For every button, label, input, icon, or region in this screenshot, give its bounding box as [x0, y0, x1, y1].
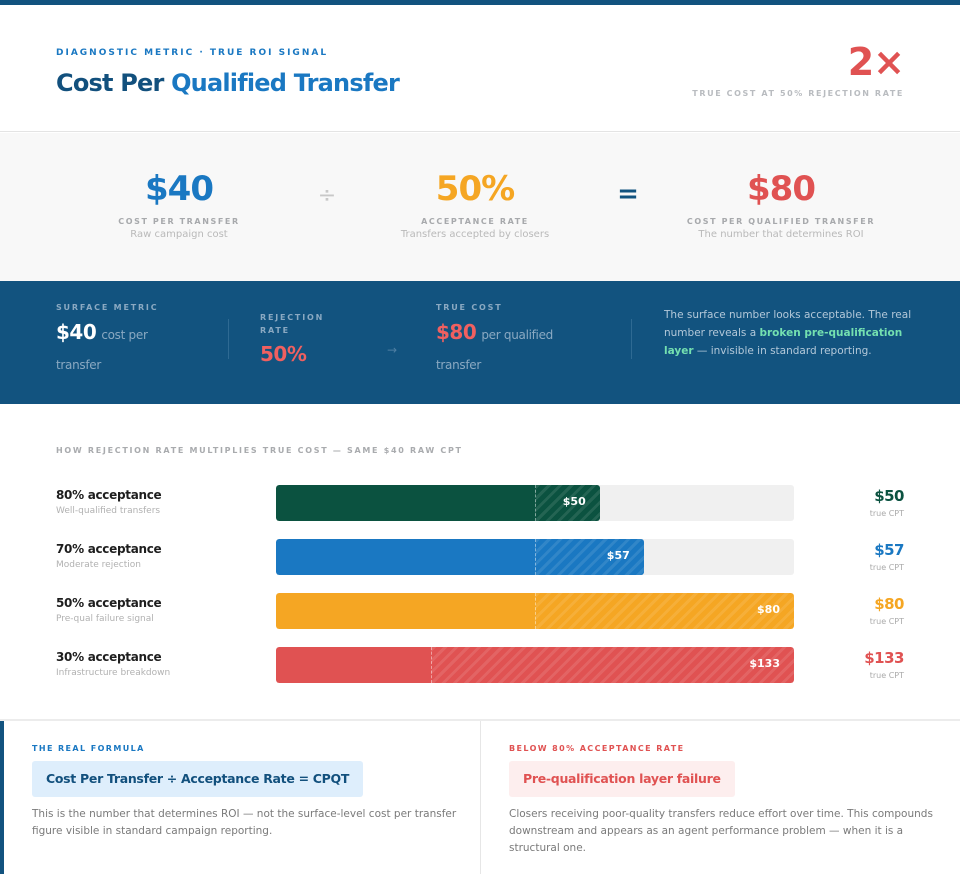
- failure-card-box: Pre-qualification layer failure: [509, 761, 735, 797]
- row-sub: Infrastructure breakdown: [56, 668, 171, 678]
- failure-card: BELOW 80% ACCEPTANCE RATE Pre-qualificat…: [480, 721, 960, 874]
- true-cost-value: $80: [436, 320, 477, 344]
- formula-result: $80 COST PER QUALIFIED TRANSFER The numb…: [661, 167, 901, 240]
- summary-cards: THE REAL FORMULA Cost Per Transfer ÷ Acc…: [0, 719, 960, 874]
- true-cost-label: TRUE COST: [436, 303, 503, 312]
- true-cpt-value: $80: [874, 595, 904, 613]
- cpqt-value: $80: [747, 169, 816, 209]
- formula-card-box: Cost Per Transfer ÷ Acceptance Rate = CP…: [32, 761, 364, 797]
- bar-value-label: $133: [749, 657, 780, 670]
- arrow-right-icon: →: [387, 343, 398, 357]
- eyebrow-label: DIAGNOSTIC METRIC · TRUE ROI SIGNAL: [56, 48, 329, 58]
- multiplier-value: 2×: [847, 40, 905, 84]
- comparison-band: SURFACE METRIC $40 cost per transfer REJ…: [0, 281, 960, 404]
- title-part-1: Cost Per: [56, 69, 172, 97]
- row-sub: Well-qualified transfers: [56, 506, 161, 516]
- page-title: Cost Per Qualified Transfer: [56, 69, 400, 97]
- title-part-2: Qualified Transfer: [171, 69, 400, 97]
- chart-row: 80% acceptance Well-qualified transfers …: [0, 485, 960, 521]
- divide-icon: ÷: [317, 183, 337, 208]
- note-text: The surface number looks acceptable. The…: [664, 309, 912, 339]
- rejection-value: 50%: [260, 342, 307, 366]
- divider: [631, 319, 632, 359]
- chart-row: 30% acceptance Infrastructure breakdown …: [0, 647, 960, 683]
- rejection-rate: REJECTION RATE 50%: [260, 311, 324, 366]
- chart-row: 50% acceptance Pre-qual failure signal $…: [0, 593, 960, 629]
- note-highlight: broken pre-qualification layer: [664, 327, 903, 357]
- surface-unit-cont: transfer: [56, 358, 101, 372]
- true-cpt-label: true CPT: [869, 509, 904, 518]
- row-sub: Pre-qual failure signal: [56, 614, 154, 624]
- row-label: 80% acceptance: [56, 488, 162, 502]
- true-cpt-label: true CPT: [869, 671, 904, 680]
- note-text: — invisible in standard reporting.: [693, 345, 872, 357]
- cpt-sub: Raw campaign cost: [130, 229, 228, 240]
- row-label: 30% acceptance: [56, 650, 162, 664]
- cpqt-sub: The number that determines ROI: [698, 229, 864, 240]
- formula-operand-cpt: $40 COST PER TRANSFER Raw campaign cost: [59, 167, 299, 240]
- bar-fill: $133: [276, 647, 794, 683]
- acceptance-sub: Transfers accepted by closers: [400, 229, 550, 240]
- divider: [228, 319, 229, 359]
- true-cost: TRUE COST $80 per qualified transfer: [436, 301, 553, 372]
- bar-track: $50: [276, 485, 794, 521]
- bar-value-label: $57: [606, 549, 630, 562]
- bar-track: $133: [276, 647, 794, 683]
- bar-excess-stripe: [535, 485, 600, 521]
- true-cpt-value: $57: [874, 541, 904, 559]
- acceptance-value: 50%: [435, 169, 515, 209]
- top-accent-bar: [0, 0, 960, 5]
- true-cpt-label: true CPT: [869, 617, 904, 626]
- rejection-label-2: RATE: [260, 326, 290, 335]
- header: DIAGNOSTIC METRIC · TRUE ROI SIGNAL Cost…: [0, 5, 960, 132]
- cpt-label: COST PER TRANSFER: [118, 217, 240, 226]
- formula-card-text: This is the number that determines ROI —…: [32, 808, 457, 837]
- true-cpt-value: $133: [864, 649, 904, 667]
- true-cost-unit: per qualified: [481, 328, 553, 342]
- multiplier-label: TRUE COST AT 50% REJECTION RATE: [692, 89, 904, 98]
- surface-metric: SURFACE METRIC $40 cost per transfer: [56, 301, 158, 372]
- row-label: 70% acceptance: [56, 542, 162, 556]
- equals-icon: =: [617, 179, 639, 209]
- formula-operand-acceptance: 50% ACCEPTANCE RATE Transfers accepted b…: [355, 167, 595, 240]
- true-cost-unit-cont: transfer: [436, 358, 481, 372]
- formula-card: THE REAL FORMULA Cost Per Transfer ÷ Acc…: [0, 721, 480, 874]
- acceptance-label: ACCEPTANCE RATE: [421, 217, 529, 226]
- failure-card-text: Closers receiving poor-quality transfers…: [509, 808, 933, 854]
- cpqt-label: COST PER QUALIFIED TRANSFER: [686, 217, 876, 226]
- bar-excess-stripe: [431, 647, 794, 683]
- cost-multiplier-chart: HOW REJECTION RATE MULTIPLIES TRUE COST …: [0, 404, 960, 720]
- bar-excess-stripe: [535, 539, 644, 575]
- surface-label: SURFACE METRIC: [56, 303, 159, 312]
- cpt-value: $40: [145, 169, 214, 209]
- bar-fill: $50: [276, 485, 600, 521]
- surface-value: $40: [56, 320, 97, 344]
- failure-card-eyebrow: BELOW 80% ACCEPTANCE RATE: [509, 744, 685, 753]
- rejection-label-1: REJECTION: [260, 313, 325, 322]
- surface-unit: cost per: [101, 328, 148, 342]
- bar-fill: $80: [276, 593, 794, 629]
- formula-band: $40 COST PER TRANSFER Raw campaign cost …: [0, 133, 960, 281]
- row-sub: Moderate rejection: [56, 560, 141, 570]
- true-cpt-value: $50: [874, 487, 904, 505]
- bar-excess-stripe: [535, 593, 794, 629]
- bar-track: $57: [276, 539, 794, 575]
- bar-fill: $57: [276, 539, 644, 575]
- row-label: 50% acceptance: [56, 596, 162, 610]
- chart-row: 70% acceptance Moderate rejection $57 $5…: [0, 539, 960, 575]
- bar-value-label: $80: [757, 603, 780, 616]
- formula-card-eyebrow: THE REAL FORMULA: [32, 744, 145, 753]
- bar-value-label: $50: [562, 495, 586, 508]
- insight-note: The surface number looks acceptable. The…: [664, 306, 914, 360]
- chart-title: HOW REJECTION RATE MULTIPLIES TRUE COST …: [56, 446, 463, 455]
- true-cpt-label: true CPT: [869, 563, 904, 572]
- bar-track: $80: [276, 593, 794, 629]
